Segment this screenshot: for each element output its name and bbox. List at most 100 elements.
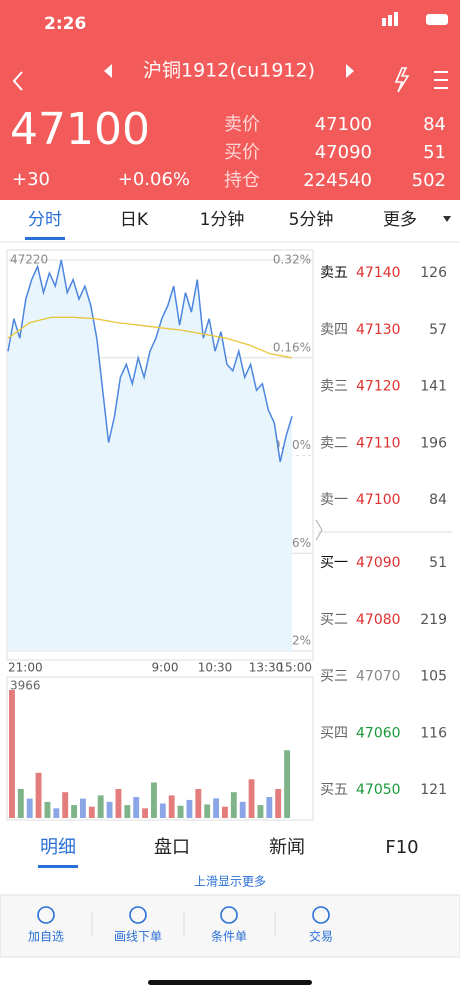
book-qty: 116 [420,725,447,741]
book-label: 卖一 [320,492,348,508]
tab[interactable]: 1分钟 [200,210,245,230]
book-qty: 105 [420,669,447,685]
status-icons [382,12,448,26]
volume-bar [133,797,140,818]
book-price: 47060 [356,725,401,741]
bottom-tab[interactable]: 明细 [40,837,76,858]
toolbar-label[interactable]: 条件单 [211,930,247,944]
quote-qty: 502 [412,170,446,191]
toolbar-label[interactable]: 交易 [309,929,333,944]
toolbar-icon [312,906,330,924]
book-label: 卖四 [320,322,348,338]
volume-bar [62,792,69,818]
tab-underline [25,237,65,240]
volume-bar [88,806,95,818]
book-qty: 121 [420,782,447,798]
book-label: 卖五 [320,265,348,281]
toolbar-label[interactable]: 画线下单 [114,930,162,944]
volume-bar [177,805,184,818]
toolbar-icon [37,906,55,924]
book-qty: 219 [420,612,447,628]
book-qty: 141 [420,379,447,395]
book-label: 买二 [320,612,348,628]
tab[interactable]: 日K [120,210,149,230]
menu-icon[interactable] [434,71,448,89]
volume-bar [159,803,166,818]
book-price: 47140 [356,265,401,281]
volume-max: 3966 [10,679,41,693]
quote-value: 224540 [303,170,372,191]
toolbar-label[interactable]: 加自选 [28,930,64,944]
quote-value: 47090 [315,142,372,163]
home-indicator [148,980,312,985]
book-price: 47130 [356,322,401,338]
x-tick-label: 21:00 [8,661,43,675]
next[interactable] [346,64,354,78]
volume-bar [168,795,175,818]
back[interactable] [12,71,23,91]
quote-label: 持仓 [224,170,260,191]
quote-label: 买价 [224,142,260,163]
tab[interactable]: 分时 [28,210,62,230]
book-price: 47080 [356,612,401,628]
header-bg [0,0,460,200]
volume-bar [106,801,113,818]
book-label: 买五 [320,782,348,798]
volume-bar [275,788,282,818]
volume-bar [44,801,51,818]
volume-bar [195,788,202,818]
tab[interactable]: 5分钟 [289,210,334,230]
volume-bar [35,772,42,818]
x-tick-label: 10:30 [198,661,233,675]
flash-icon[interactable] [394,67,410,93]
bottom-tab[interactable]: 盘口 [154,837,190,858]
book-price: 47100 [356,492,401,508]
x-tick-label: 9:00 [152,661,179,675]
book-label: 买四 [320,725,348,741]
more-hint: 上滑显示更多 [194,875,266,889]
book-price: 47120 [356,379,401,395]
volume-bar [204,804,211,818]
volume-bar [115,788,122,818]
book-qty: 126 [420,265,447,281]
book-price: 47070 [356,669,401,685]
volume-bar [248,779,255,818]
price-area [8,260,292,651]
volume-bar [80,798,86,818]
volume-bar [213,798,219,818]
volume-bar [53,808,60,818]
volume-bar [26,798,33,818]
tabs-bg [0,200,460,242]
volume-bar [266,797,273,818]
status-time: 2:26 [44,14,86,34]
toolbar [0,894,460,958]
bottom-tab-underline [38,865,78,868]
quote-qty: 51 [423,142,446,163]
change-pct: +0.06% [118,169,190,190]
avg-line [7,316,293,359]
volume-bar [151,782,157,818]
more-arrow [443,216,451,222]
contract-title: 沪铜1912(cu1912) [143,60,315,82]
toolbar-icon [129,906,147,924]
x-tick-label: 15:00 [277,661,312,675]
expand[interactable] [315,519,323,541]
bottom-tab[interactable]: F10 [385,837,418,858]
book-qty: 196 [420,435,447,451]
book-qty: 84 [429,492,447,508]
quote-qty: 84 [423,114,446,135]
price-line [7,259,293,463]
volume-bar [17,788,24,818]
volume-bar [142,808,148,818]
y-tick-label: 47220 [10,253,48,267]
prev[interactable] [104,64,112,78]
volume-bar [284,750,290,818]
bottom-tabs-bg [0,824,460,872]
tab[interactable]: 更多 [383,210,417,230]
volume-bar [71,805,77,818]
book-qty: 57 [429,322,447,338]
volume-bar [257,805,264,818]
bottom-tab[interactable]: 新闻 [269,837,305,858]
last-price: 47100 [10,104,150,155]
